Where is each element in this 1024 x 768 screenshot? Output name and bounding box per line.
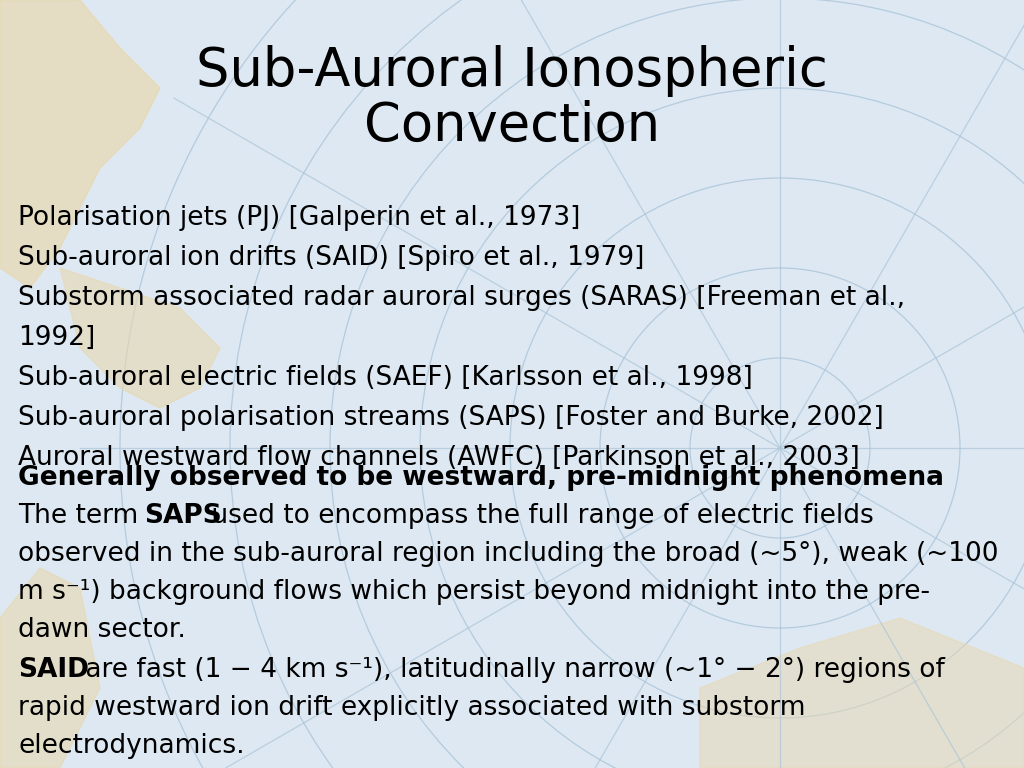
Text: The term: The term: [18, 503, 146, 529]
Polygon shape: [0, 568, 100, 768]
Text: observed in the sub-auroral region including the broad (~5°), weak (~100: observed in the sub-auroral region inclu…: [18, 541, 998, 567]
Text: Polarisation jets (PJ) [Galperin et al., 1973]: Polarisation jets (PJ) [Galperin et al.,…: [18, 205, 581, 231]
Text: m s⁻¹) background flows which persist beyond midnight into the pre-: m s⁻¹) background flows which persist be…: [18, 579, 930, 605]
Text: Sub-auroral electric fields (SAEF) [Karlsson et al., 1998]: Sub-auroral electric fields (SAEF) [Karl…: [18, 365, 753, 391]
Text: Sub-auroral ion drifts (SAID) [Spiro et al., 1979]: Sub-auroral ion drifts (SAID) [Spiro et …: [18, 245, 644, 271]
Text: Convection: Convection: [364, 100, 660, 152]
Text: rapid westward ion drift explicitly associated with substorm: rapid westward ion drift explicitly asso…: [18, 695, 806, 721]
Text: used to encompass the full range of electric fields: used to encompass the full range of elec…: [203, 503, 873, 529]
Text: dawn sector.: dawn sector.: [18, 617, 186, 643]
Polygon shape: [700, 618, 1024, 768]
Text: SAID: SAID: [18, 657, 89, 683]
Text: electrodynamics.: electrodynamics.: [18, 733, 245, 759]
Text: Generally observed to be westward, pre-midnight phenomena: Generally observed to be westward, pre-m…: [18, 465, 944, 491]
Polygon shape: [0, 0, 160, 288]
Text: Auroral westward flow channels (AWFC) [Parkinson et al., 2003]: Auroral westward flow channels (AWFC) [P…: [18, 445, 860, 471]
Text: Substorm associated radar auroral surges (SARAS) [Freeman et al.,: Substorm associated radar auroral surges…: [18, 285, 905, 311]
Polygon shape: [60, 268, 220, 408]
Text: SAPS: SAPS: [144, 503, 222, 529]
Text: 1992]: 1992]: [18, 325, 95, 351]
Text: are fast (1 − 4 km s⁻¹), latitudinally narrow (~1° − 2°) regions of: are fast (1 − 4 km s⁻¹), latitudinally n…: [77, 657, 945, 683]
Text: Sub-Auroral Ionospheric: Sub-Auroral Ionospheric: [196, 45, 828, 97]
Text: Sub-auroral polarisation streams (SAPS) [Foster and Burke, 2002]: Sub-auroral polarisation streams (SAPS) …: [18, 405, 884, 431]
